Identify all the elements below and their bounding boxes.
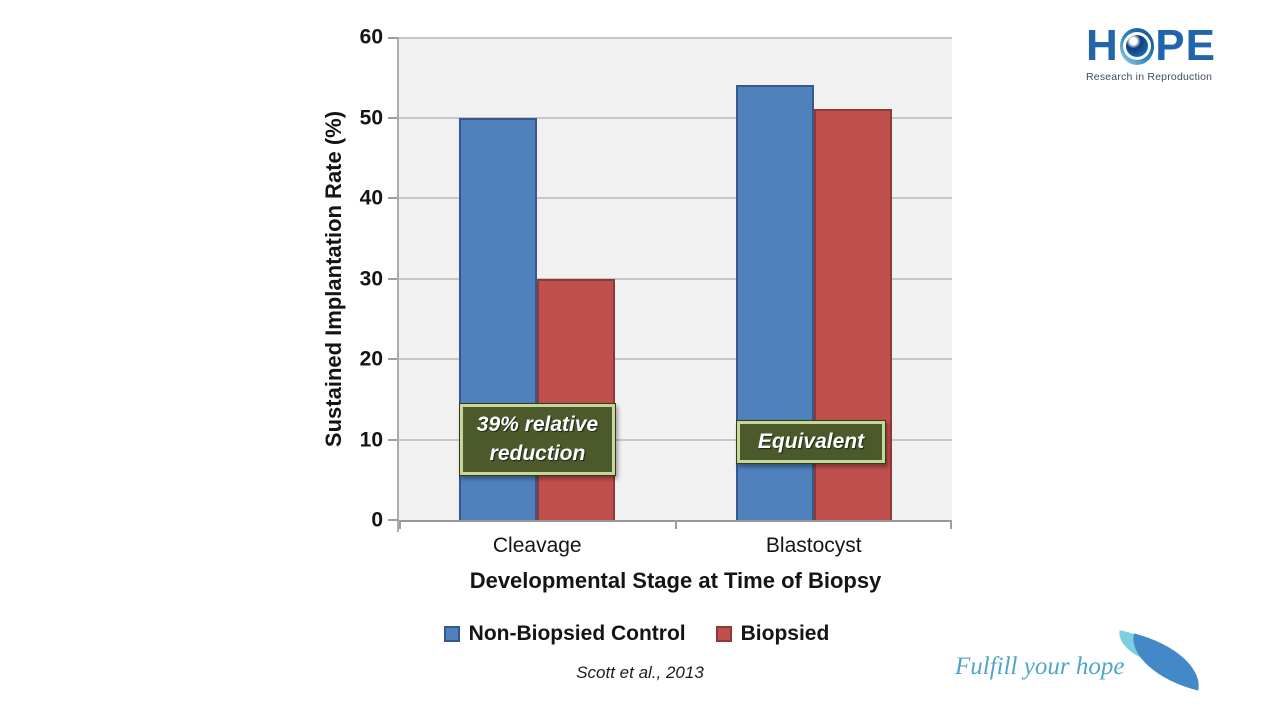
plot-area: Sustained Implantation Rate (%) Developm… — [321, 27, 952, 593]
legend-label-non-biopsied-control: Non-Biopsied Control — [468, 622, 686, 645]
y-axis-line — [397, 520, 399, 532]
hope-logo-word: H P E — [1086, 24, 1216, 68]
gridline-50 — [399, 116, 952, 119]
y-axis-title: Sustained Implantation Rate (%) — [321, 110, 346, 447]
eye-icon — [1119, 27, 1155, 65]
x-tick-mark — [674, 520, 677, 529]
y-tick-20 — [388, 358, 397, 361]
annotation-cleavage-reduction: 39% relative reduction — [459, 403, 616, 476]
y-tick-30 — [388, 277, 397, 280]
gridline-60 — [399, 37, 952, 39]
x-tick-mark — [950, 520, 952, 529]
hope-logo-subtitle: Research in Reproduction — [1086, 71, 1213, 83]
y-tick-label-20: 20 — [359, 347, 383, 371]
footer-tagline: Fulfill your hope — [955, 653, 1125, 680]
gridline-30 — [399, 277, 952, 280]
x-tick-label-blastocyst: Blastocyst — [765, 534, 862, 557]
y-tick-60 — [388, 37, 397, 39]
gridline-20 — [399, 358, 952, 361]
citation: Scott et al., 2013 — [576, 663, 704, 682]
hope-letter-h: H — [1086, 21, 1119, 70]
legend-item-biopsied: Biopsied — [715, 622, 830, 646]
y-tick-10 — [388, 438, 397, 441]
y-tick-label-0: 0 — [371, 508, 383, 532]
bar-biopsied-cleavage — [537, 278, 616, 520]
annotation-blastocyst-equivalent: Equivalent — [736, 420, 886, 464]
y-tick-label-60: 60 — [359, 25, 383, 49]
y-tick-label-10: 10 — [359, 428, 383, 452]
y-tick-0 — [388, 519, 397, 521]
gridline-10 — [399, 438, 952, 441]
x-tick-mark — [399, 520, 401, 529]
y-tick-label-50: 50 — [359, 106, 383, 129]
x-tick-label-cleavage: Cleavage — [492, 534, 582, 557]
y-tick-50 — [388, 116, 397, 119]
hope-letter-p: P — [1155, 21, 1186, 70]
y-tick-label-30: 30 — [359, 267, 383, 290]
legend-label-biopsied: Biopsied — [740, 622, 830, 645]
x-axis-title: Developmental Stage at Time of Biopsy — [469, 568, 882, 593]
legend-swatch-biopsied — [715, 626, 732, 642]
y-tick-label-40: 40 — [359, 186, 383, 210]
y-tick-40 — [388, 197, 397, 200]
chart-legend: Non-Biopsied Control Biopsied — [360, 622, 913, 646]
hope-logo: H P E Research in Reproduction — [1086, 24, 1216, 84]
gridline-40 — [399, 197, 952, 200]
hope-letter-e: E — [1185, 21, 1216, 70]
legend-item-non-biopsied-control: Non-Biopsied Control — [443, 622, 686, 646]
legend-swatch-non-biopsied-control — [443, 626, 460, 642]
